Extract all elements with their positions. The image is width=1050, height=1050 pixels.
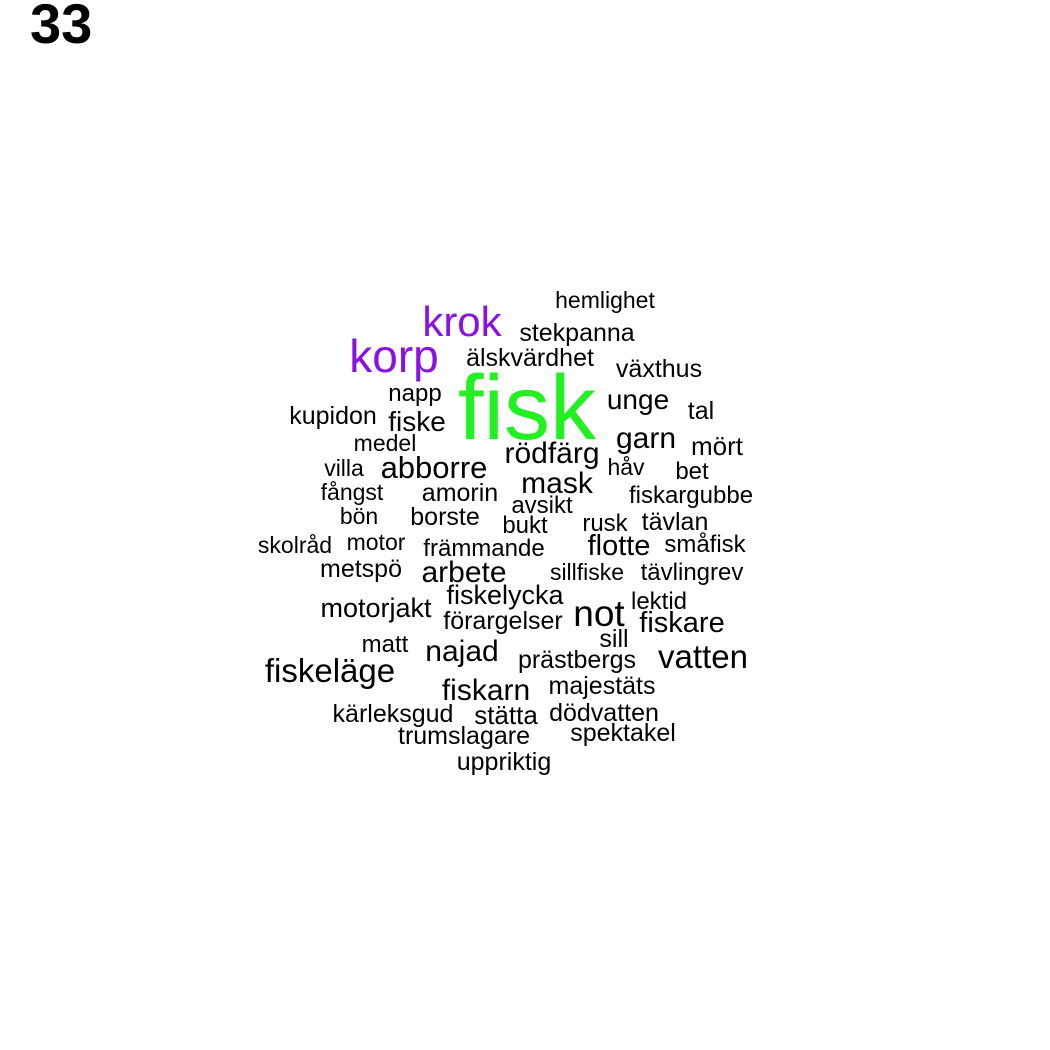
cloud-word: spektakel <box>570 719 676 747</box>
cloud-word: vatten <box>658 638 748 675</box>
cloud-word: tal <box>687 397 715 425</box>
cloud-word: fiskelycka <box>446 580 564 610</box>
cloud-word: hemlighet <box>555 287 655 313</box>
cloud-word: kupidon <box>289 402 377 430</box>
cloud-word: lektid <box>630 588 688 615</box>
cloud-word: stätta <box>474 700 538 730</box>
cloud-word: bön <box>339 503 379 529</box>
cloud-word: fiskarn <box>441 674 531 707</box>
cloud-word: korp <box>349 330 439 382</box>
cloud-word: garn <box>615 422 677 455</box>
cloud-word: fisk <box>458 357 596 459</box>
cloud-word: majestäts <box>548 672 656 700</box>
cloud-word: främmande <box>423 535 545 562</box>
cloud-word: tävlingrev <box>640 559 744 586</box>
cloud-word: krok <box>422 298 502 345</box>
cloud-word: bet <box>675 458 709 485</box>
cloud-word: förargelser <box>443 607 563 635</box>
cloud-word: fiskargubbe <box>628 482 754 509</box>
cloud-word: sillfiske <box>549 559 625 585</box>
cloud-word: trumslagare <box>398 722 530 750</box>
cloud-word: motor <box>346 529 406 555</box>
cloud-word: kärleksgud <box>332 700 454 728</box>
cloud-word: uppriktig <box>456 748 552 776</box>
cloud-word: borste <box>410 503 480 531</box>
cloud-word: medel <box>353 430 417 456</box>
cloud-word: amorin <box>421 479 499 507</box>
cloud-word: stekpanna <box>519 319 635 347</box>
cloud-word: flotte <box>587 530 651 562</box>
cloud-word: sill <box>599 625 629 653</box>
cloud-word: abborre <box>380 450 488 485</box>
panel-label: 33 <box>30 0 93 55</box>
cloud-word: arbete <box>421 556 507 589</box>
cloud-word: tävlan <box>641 508 709 536</box>
cloud-word: fiskare <box>639 607 725 639</box>
cloud-word: villa <box>324 455 364 481</box>
cloud-word: fångst <box>320 479 384 505</box>
cloud-word: mask <box>521 467 593 500</box>
cloud-word: skolråd <box>257 532 333 558</box>
cloud-word: rusk <box>582 510 628 537</box>
cloud-word: motorjakt <box>320 593 432 623</box>
cloud-word: älskvärdhet <box>466 344 594 372</box>
cloud-word: mört <box>691 431 743 461</box>
cloud-word: växthus <box>615 355 703 383</box>
cloud-word: napp <box>388 380 442 407</box>
cloud-word: dödvatten <box>549 699 659 727</box>
cloud-word: matt <box>361 631 409 658</box>
cloud-word: unge <box>606 384 670 415</box>
cloud-word: fiske <box>388 406 446 437</box>
cloud-word: avsikt <box>511 492 573 519</box>
cloud-word: najad <box>425 635 499 668</box>
cloud-word: rödfärg <box>504 437 600 470</box>
cloud-word: metspö <box>320 555 402 583</box>
cloud-word: håv <box>607 454 645 480</box>
cloud-word: fiskeläge <box>264 652 396 689</box>
cloud-word: prästbergs <box>517 646 637 674</box>
cloud-word: bukt <box>502 512 548 539</box>
cloud-word: not <box>573 593 625 634</box>
cloud-word: småfisk <box>664 531 746 558</box>
